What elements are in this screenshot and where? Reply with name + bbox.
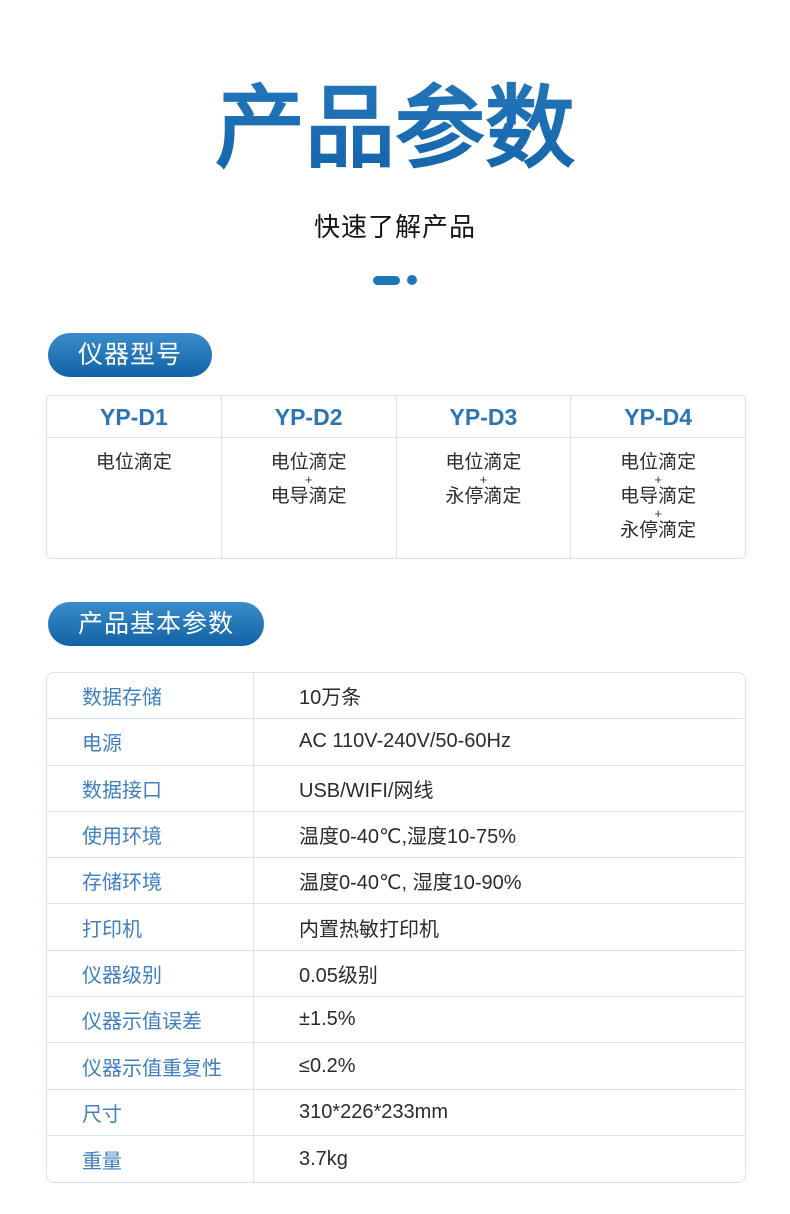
- model-column: YP-D2 电位滴定 + 电导滴定: [221, 396, 397, 558]
- divider-dot-icon: [407, 275, 417, 285]
- spec-row: 打印机 内置热敏打印机: [47, 904, 745, 951]
- spec-label: 打印机: [47, 904, 254, 950]
- title-divider: [0, 275, 790, 285]
- specs-section-badge: 产品基本参数: [48, 602, 265, 646]
- titration-type-line: 永停滴定: [620, 520, 697, 541]
- spec-value: ≤0.2%: [299, 1054, 356, 1077]
- spec-value: 310*226*233mm: [299, 1100, 448, 1123]
- spec-row: 尺寸 310*226*233mm: [47, 1089, 745, 1136]
- specs-section: 产品基本参数 数据存储 10万条 电源 AC 110V-240V/50-60Hz…: [0, 602, 790, 1184]
- spec-value: USB/WIFI/网线: [299, 779, 434, 802]
- spec-value: ±1.5%: [299, 1008, 356, 1031]
- spec-value: AC 110V-240V/50-60Hz: [299, 730, 511, 753]
- model-cell: 电位滴定: [47, 438, 221, 558]
- specs-table: 数据存储 10万条 电源 AC 110V-240V/50-60Hz 数据接口 U…: [46, 672, 746, 1184]
- plus-separator: +: [654, 506, 662, 521]
- spec-row: 重量 3.7kg: [47, 1135, 745, 1183]
- page-title: 产品参数: [0, 0, 790, 174]
- spec-row: 仪器级别 0.05级别: [47, 950, 745, 998]
- model-section-badge: 仪器型号: [48, 333, 213, 377]
- model-column-header: YP-D1: [47, 396, 221, 438]
- spec-row: 数据接口 USB/WIFI/网线: [47, 765, 745, 812]
- spec-label: 仪器级别: [47, 950, 254, 997]
- spec-row: 数据存储 10万条: [47, 673, 745, 720]
- spec-value: 温度0-40℃,湿度10-75%: [299, 826, 516, 849]
- spec-value: 温度0-40℃, 湿度10-90%: [299, 872, 522, 895]
- model-column: YP-D4 电位滴定 + 电导滴定 + 永停滴定: [571, 396, 745, 558]
- model-cell: 电位滴定 + 电导滴定: [222, 438, 396, 558]
- spec-label: 仪器示值重复性: [47, 1043, 254, 1089]
- spec-value: 0.05级别: [299, 964, 378, 987]
- spec-row: 使用环境 温度0-40℃,湿度10-75%: [47, 811, 745, 859]
- page-subtitle: 快速了解产品: [313, 212, 476, 242]
- plus-separator: +: [654, 472, 662, 487]
- spec-label: 数据接口: [47, 765, 254, 811]
- titration-type-line: 电位滴定: [95, 452, 172, 473]
- spec-label: 使用环境: [47, 811, 254, 858]
- spec-label: 存储环境: [47, 858, 254, 904]
- spec-value: 10万条: [299, 687, 362, 710]
- spec-row: 仪器示值重复性 ≤0.2%: [47, 1043, 745, 1090]
- plus-separator: +: [304, 472, 313, 487]
- titration-type-line: 永停滴定: [445, 486, 522, 507]
- titration-type-line: 电位滴定: [270, 452, 347, 473]
- model-cell: 电位滴定 + 电导滴定 + 永停滴定: [571, 438, 745, 558]
- titration-type-line: 电位滴定: [445, 452, 522, 473]
- spec-row: 电源 AC 110V-240V/50-60Hz: [47, 719, 745, 766]
- spec-row: 存储环境 温度0-40℃, 湿度10-90%: [47, 858, 745, 905]
- model-section: 仪器型号 YP-D1 电位滴定 YP-D2 电位滴定 + 电导滴定 YP-D3: [0, 333, 790, 559]
- titration-type-line: 电导滴定: [620, 486, 697, 507]
- model-column: YP-D1 电位滴定: [47, 396, 222, 558]
- spec-value: 3.7kg: [299, 1147, 348, 1170]
- spec-label: 仪器示值误差: [47, 997, 254, 1043]
- model-column: YP-D3 电位滴定 + 永停滴定: [396, 396, 572, 558]
- spec-row: 仪器示值误差 ±1.5%: [47, 997, 745, 1044]
- spec-value: 内置热敏打印机: [299, 918, 439, 941]
- model-column-header: YP-D2: [221, 396, 396, 438]
- model-column-header: YP-D4: [571, 396, 745, 438]
- spec-label: 重量: [47, 1135, 254, 1183]
- spec-label: 数据存储: [47, 673, 254, 719]
- titration-type-line: 电导滴定: [270, 486, 347, 507]
- model-column-header: YP-D3: [396, 396, 571, 438]
- divider-dash-icon: [373, 275, 400, 285]
- spec-label: 尺寸: [47, 1089, 254, 1135]
- plus-separator: +: [479, 472, 488, 487]
- titration-type-line: 电位滴定: [620, 452, 697, 473]
- model-cell: 电位滴定 + 永停滴定: [397, 438, 571, 558]
- spec-label: 电源: [47, 719, 254, 765]
- model-table: YP-D1 电位滴定 YP-D2 电位滴定 + 电导滴定 YP-D3 电位滴定 …: [46, 395, 746, 559]
